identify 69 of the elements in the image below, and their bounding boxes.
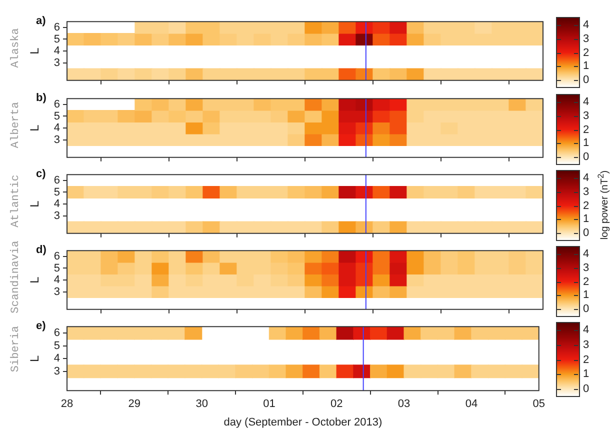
color-bar-label: 1 [583, 367, 590, 382]
color-bar-label: 1 [583, 59, 590, 74]
y-tick-label: 6 [54, 22, 60, 34]
color-bar-label: 0 [583, 382, 590, 396]
y-tick-label: 3 [54, 134, 60, 146]
x-tick-label: 02 [330, 398, 343, 410]
color-bar-label: 1 [583, 288, 590, 302]
y-axis-title: L [28, 124, 42, 132]
y-tick-label: 3 [54, 210, 60, 222]
y-tick-label: 6 [54, 250, 60, 263]
y-axis-title: L [28, 47, 42, 54]
color-bar-label: 3 [583, 32, 590, 46]
y-tick-label: 5 [54, 340, 60, 352]
y-tick-label: 3 [54, 56, 60, 69]
y-axis-title: L [28, 354, 42, 362]
color-bar-label: 0 [583, 302, 590, 316]
chart-title: a) [36, 15, 46, 27]
color-bar-label: 4 [583, 18, 590, 32]
color-bar-label: 0 [583, 73, 590, 88]
y-tick-label: 4 [54, 198, 60, 210]
x-tick-label: 05 [532, 398, 546, 410]
chart-title: b) [36, 92, 46, 104]
x-tick-label: 30 [196, 398, 208, 410]
x-tick-label: 28 [60, 398, 74, 410]
color-bar-label: 2 [583, 274, 590, 288]
color-bar-label: 2 [583, 46, 590, 60]
color-bar-label: 4 [583, 246, 590, 261]
color-bar-label: 0 [583, 150, 590, 164]
color-bar-label: 2 [583, 122, 590, 136]
color-bar-label: 2 [583, 352, 590, 366]
color-bar-label: 3 [583, 184, 590, 199]
chart-title: e) [36, 320, 46, 332]
y-tick-label: 4 [54, 352, 60, 365]
color-bar-label: 0 [583, 226, 590, 240]
color-bar-label: 3 [583, 260, 590, 275]
chart-title: c) [36, 168, 46, 180]
chart-title: d) [36, 244, 46, 256]
x-tick-label: 29 [128, 398, 141, 410]
color-bar-label: 3 [583, 338, 590, 352]
color-bar-label: 3 [583, 108, 590, 123]
text: Alberta [10, 102, 22, 148]
y-tick-label: 3 [54, 286, 60, 298]
y-tick-label: 5 [54, 110, 60, 122]
x-axis-title: day (September - October 2013) [224, 416, 382, 428]
color-bar-label: 1 [583, 212, 590, 226]
y-tick-label: 5 [54, 186, 60, 198]
text: Atlantic [10, 174, 22, 228]
x-tick-label: 03 [398, 398, 410, 410]
y-tick-label: 3 [54, 365, 60, 378]
y-axis-title: L [28, 276, 42, 284]
color-bar-label: 1 [583, 136, 590, 150]
text: Siberia [10, 326, 22, 372]
color-bar-label: 4 [583, 94, 590, 109]
y-tick-label: 4 [54, 274, 60, 286]
text: Scandinavia [10, 240, 22, 314]
x-tick-label: 01 [263, 398, 276, 410]
text: Alaska [10, 28, 22, 68]
y-tick-label: 4 [54, 122, 60, 134]
y-tick-label: 5 [54, 262, 60, 274]
color-bar-label: 4 [583, 170, 590, 185]
x-tick-label: 04 [465, 398, 478, 410]
color-bar-label: 4 [583, 323, 590, 338]
y-tick-label: 6 [54, 98, 60, 111]
y-tick-label: 4 [54, 45, 60, 58]
y-axis-title: L [28, 200, 42, 208]
y-tick-label: 5 [54, 33, 60, 46]
y-tick-label: 6 [54, 327, 60, 340]
y-tick-label: 6 [54, 174, 60, 187]
color-bar-label: 2 [583, 198, 590, 212]
